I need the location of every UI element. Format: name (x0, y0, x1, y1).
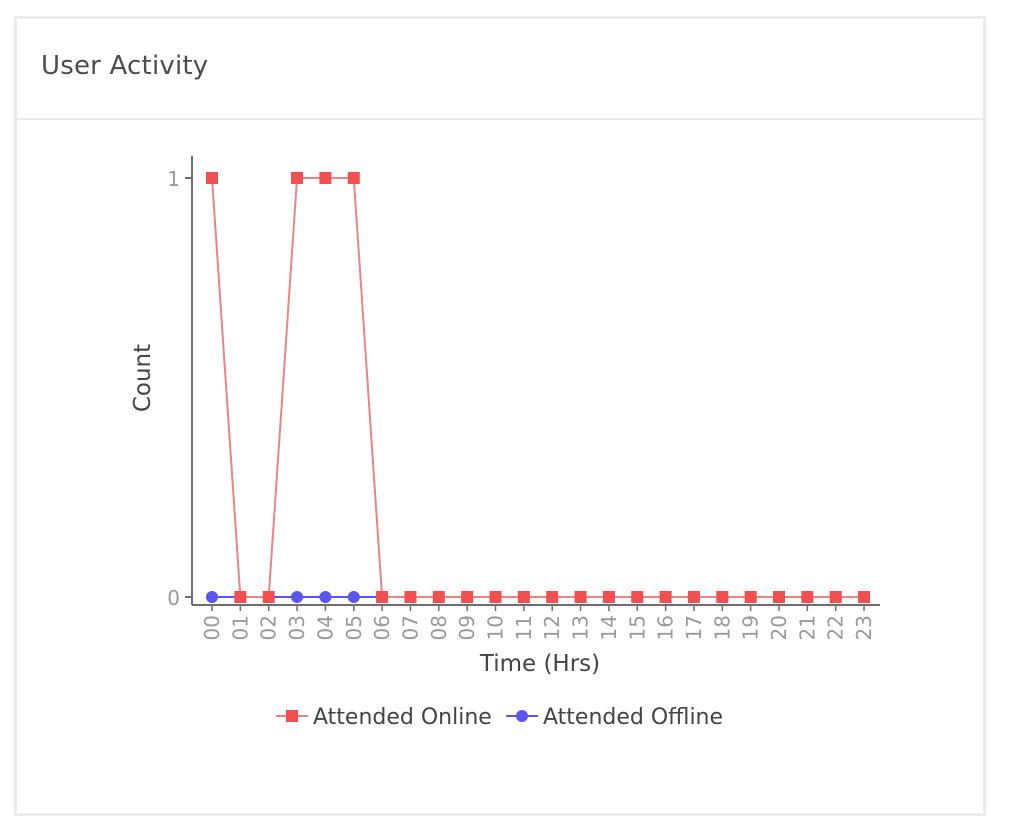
panel-header: User Activity (17, 19, 983, 120)
data-point (659, 591, 672, 603)
x-tick-label: 14 (597, 615, 621, 640)
data-point (319, 591, 332, 603)
x-tick-label: 10 (484, 615, 508, 640)
x-tick-label: 13 (569, 615, 593, 640)
series-layer (206, 172, 871, 603)
data-point (517, 591, 530, 603)
x-tick-label: 09 (455, 615, 479, 640)
x-axis-title: Time (Hrs) (479, 651, 600, 677)
panel-title: User Activity (41, 51, 209, 81)
data-point (829, 591, 842, 603)
x-tick-label: 07 (398, 615, 422, 640)
x-tick-label: 04 (313, 615, 337, 640)
x-tick-label: 22 (824, 615, 848, 640)
data-point (206, 591, 218, 603)
x-tick-label: 08 (427, 615, 451, 640)
x-tick-label: 17 (682, 615, 706, 640)
data-point (489, 591, 502, 603)
x-tick-label: 20 (767, 615, 791, 640)
x-tick-label: 15 (625, 615, 649, 640)
legend-swatch-marker (516, 710, 528, 722)
legend-item: Attended Offline (506, 705, 723, 730)
data-point (347, 591, 360, 603)
chart-axes (191, 156, 880, 606)
data-point (376, 591, 389, 603)
series-line (211, 177, 865, 598)
legend-item: Attended Online (276, 705, 492, 730)
y-axis-title: Count (130, 344, 156, 412)
data-point (234, 591, 247, 603)
data-point (801, 591, 814, 603)
y-tick-label: 1 (167, 167, 180, 191)
data-point (858, 591, 871, 603)
x-tick-label: 19 (739, 615, 763, 640)
chart-legend: Attended Online Attended Offline (276, 705, 723, 730)
x-tick-label: 06 (370, 615, 394, 640)
data-point (631, 591, 644, 603)
legend-label: Attended Offline (543, 705, 723, 730)
legend-label: Attended Online (313, 705, 492, 730)
y-ticks: 01 (167, 167, 192, 610)
x-tick-label: 23 (852, 615, 876, 640)
user-activity-panel: User Activity (14, 16, 986, 816)
data-point (319, 172, 332, 184)
x-tick-label: 12 (540, 615, 564, 640)
data-point (432, 591, 445, 603)
data-point (404, 591, 417, 603)
x-tick-label: 03 (285, 615, 309, 640)
x-tick-label: 11 (512, 615, 536, 640)
legend-swatch-marker (286, 710, 298, 722)
data-point (574, 591, 587, 603)
data-point (546, 591, 559, 603)
x-tick-label: 02 (257, 615, 281, 640)
x-tick-label: 01 (228, 615, 252, 640)
data-point (206, 172, 218, 184)
y-tick-label: 0 (167, 586, 180, 610)
x-tick-label: 16 (654, 615, 678, 640)
x-ticks: 00 01 02 03 04 05 06 07 08 09 10 11 12 13 14 15 16 17 18 19… (200, 605, 876, 640)
x-tick-label: 00 (200, 615, 224, 640)
x-tick-label: 05 (342, 615, 366, 640)
data-point (291, 172, 304, 184)
data-point (687, 591, 700, 603)
x-tick-label: 21 (795, 615, 819, 640)
data-point (773, 591, 785, 603)
data-point (291, 591, 304, 603)
series-attended-online (206, 172, 871, 603)
data-point (347, 172, 360, 184)
data-point (744, 591, 757, 603)
data-point (262, 591, 275, 603)
data-point (461, 591, 474, 603)
data-point (602, 591, 615, 603)
data-point (716, 591, 729, 603)
x-tick-label: 18 (710, 615, 734, 640)
